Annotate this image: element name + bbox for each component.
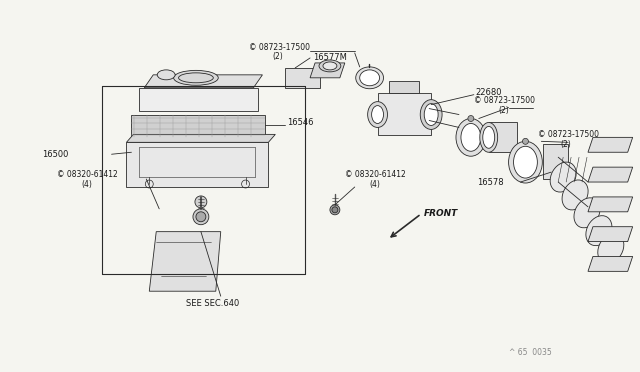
Text: © 08723-17500: © 08723-17500: [248, 42, 310, 52]
Polygon shape: [378, 93, 431, 135]
Polygon shape: [390, 81, 419, 93]
Polygon shape: [588, 227, 633, 241]
Text: (4): (4): [82, 180, 93, 189]
Ellipse shape: [562, 180, 588, 210]
Text: © 08320-61412: © 08320-61412: [345, 170, 406, 179]
Circle shape: [195, 196, 207, 208]
Circle shape: [330, 205, 340, 215]
Polygon shape: [588, 137, 633, 152]
Ellipse shape: [323, 62, 337, 70]
Ellipse shape: [461, 124, 481, 151]
Ellipse shape: [367, 102, 387, 128]
Ellipse shape: [157, 70, 175, 80]
Text: ^ 65  0035: ^ 65 0035: [509, 348, 551, 357]
Polygon shape: [543, 144, 568, 179]
Ellipse shape: [356, 67, 383, 89]
Text: FRONT: FRONT: [424, 209, 458, 218]
Ellipse shape: [420, 100, 442, 129]
Polygon shape: [489, 122, 516, 152]
Ellipse shape: [480, 122, 498, 152]
Text: © 08723-17500: © 08723-17500: [538, 130, 599, 139]
Ellipse shape: [513, 146, 538, 178]
Polygon shape: [588, 197, 633, 212]
Circle shape: [522, 138, 529, 144]
Polygon shape: [131, 115, 266, 137]
Text: SEE SEC.640: SEE SEC.640: [186, 299, 239, 308]
Circle shape: [468, 116, 474, 122]
Ellipse shape: [586, 216, 612, 246]
Text: © 08723-17500: © 08723-17500: [474, 96, 535, 105]
Circle shape: [332, 207, 338, 213]
Ellipse shape: [360, 70, 380, 86]
Ellipse shape: [598, 234, 624, 263]
Polygon shape: [140, 88, 259, 110]
Circle shape: [193, 209, 209, 225]
Polygon shape: [145, 75, 262, 88]
Polygon shape: [588, 167, 633, 182]
Text: (4): (4): [370, 180, 381, 189]
Text: (2): (2): [560, 140, 571, 149]
Text: 22680: 22680: [476, 88, 502, 97]
Ellipse shape: [456, 119, 486, 156]
Text: 16546: 16546: [287, 118, 314, 127]
Ellipse shape: [509, 141, 542, 183]
Polygon shape: [127, 142, 268, 187]
Ellipse shape: [424, 104, 438, 125]
Ellipse shape: [550, 162, 576, 192]
Polygon shape: [588, 256, 633, 271]
Text: © 08320-61412: © 08320-61412: [57, 170, 118, 179]
Polygon shape: [149, 232, 221, 291]
Text: 16577M: 16577M: [313, 54, 347, 62]
Ellipse shape: [483, 126, 495, 148]
Text: (2): (2): [499, 106, 509, 115]
Circle shape: [196, 212, 206, 222]
Polygon shape: [127, 134, 275, 142]
Text: 16500: 16500: [42, 150, 68, 159]
Ellipse shape: [173, 70, 218, 85]
Ellipse shape: [372, 106, 383, 124]
Ellipse shape: [574, 198, 600, 228]
Polygon shape: [285, 68, 320, 88]
Text: 16578: 16578: [477, 177, 504, 186]
Polygon shape: [310, 63, 345, 78]
Ellipse shape: [319, 60, 341, 72]
Text: (2): (2): [273, 52, 283, 61]
